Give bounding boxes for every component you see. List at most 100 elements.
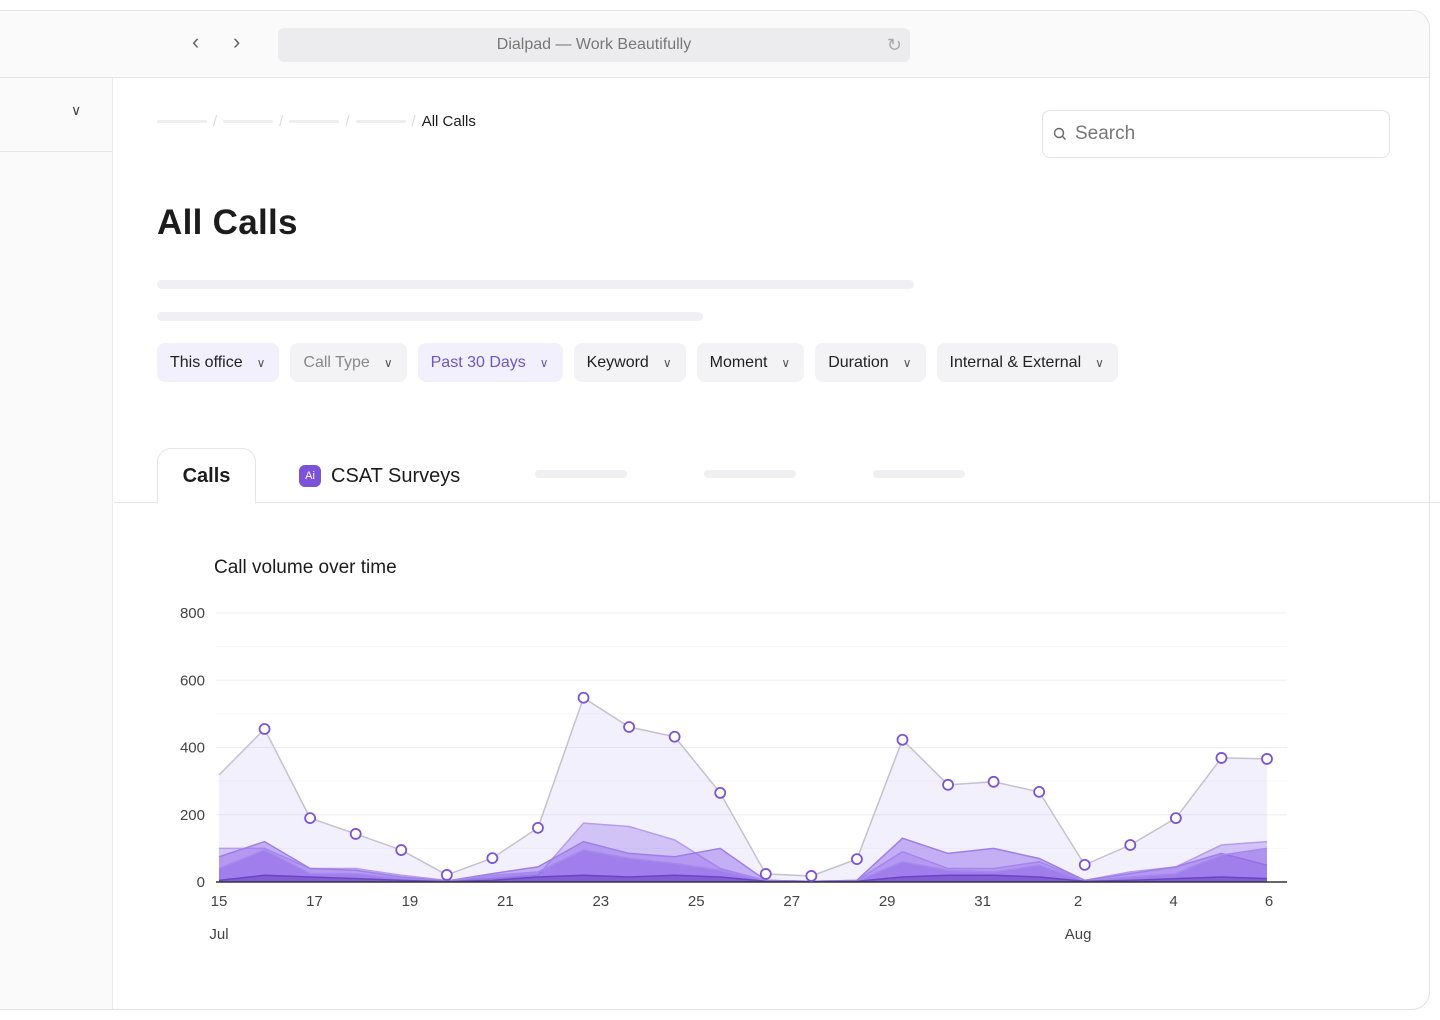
data-point (1033, 785, 1046, 798)
filter-label: Moment (709, 353, 768, 371)
filter-label: Call Type (303, 353, 370, 371)
chart-title: Call volume over time (214, 557, 397, 578)
x-tick-label: 31 (974, 893, 991, 910)
data-point (1078, 858, 1091, 871)
data-point (395, 844, 408, 856)
filter-label: Keyword (586, 353, 649, 371)
data-point (1215, 752, 1228, 764)
x-tick-label: 17 (306, 893, 323, 910)
breadcrumb-placeholder[interactable] (289, 120, 340, 123)
chevron-down-icon: ∨ (902, 355, 912, 370)
data-point (714, 786, 727, 799)
filter-office[interactable]: This office ∨ (157, 343, 280, 382)
x-tick-label: 2 (1074, 893, 1082, 910)
search-placeholder: Search (1075, 123, 1136, 144)
data-point (1261, 753, 1273, 765)
series-area-line (218, 837, 1268, 883)
x-tick-label: 21 (497, 893, 514, 910)
page-title-text: Dialpad — Work Beautifully (496, 36, 692, 53)
y-tick-label: 800 (180, 605, 205, 622)
data-point (851, 853, 863, 866)
filter-date-range[interactable]: Past 30 Days ∨ (417, 343, 563, 382)
tab-placeholder[interactable] (535, 470, 627, 478)
browser-toolbar: ‹ › Dialpad — Work Beautifully ↻ (0, 11, 1429, 78)
tab-bar: Calls Ai CSAT Surveys (114, 448, 1440, 504)
sidebar: ∨ (0, 78, 113, 1009)
tab-label: CSAT Surveys (331, 464, 461, 487)
description-placeholder (157, 280, 914, 289)
page-title: All Calls (157, 203, 298, 242)
x-tick-label: 6 (1265, 893, 1273, 910)
filter-label: Duration (828, 353, 889, 371)
y-tick-label: 200 (180, 807, 205, 824)
data-point (668, 730, 681, 743)
x-tick-label: 4 (1169, 893, 1177, 910)
breadcrumb-current: All Calls (421, 113, 476, 130)
back-button[interactable]: ‹ (192, 29, 200, 54)
data-point (577, 691, 590, 704)
chevron-down-icon: ∨ (781, 355, 791, 370)
filter-internal-external[interactable]: Internal & External ∨ (936, 343, 1118, 382)
chevron-down-icon: ∨ (539, 355, 549, 370)
series-area (219, 848, 1267, 882)
data-point (440, 869, 453, 881)
y-tick-label: 600 (180, 672, 205, 689)
tab-csat-surveys[interactable]: Ai CSAT Surveys (299, 448, 460, 504)
tab-calls[interactable]: Calls (157, 448, 256, 504)
data-point (942, 778, 954, 791)
data-point (759, 868, 772, 880)
data-point (1124, 839, 1137, 851)
filter-label: Internal & External (949, 353, 1082, 371)
reload-icon[interactable]: ↻ (886, 35, 902, 55)
series-area-line (218, 874, 1268, 883)
filter-bar: This office ∨ Call Type ∨ Past 30 Days ∨ Ke… (157, 343, 1118, 382)
data-point (805, 870, 818, 882)
tab-placeholder[interactable] (704, 470, 796, 478)
ai-badge-icon: Ai (299, 465, 321, 487)
address-bar[interactable]: Dialpad — Work Beautifully ↻ (278, 28, 910, 62)
data-point (623, 721, 635, 733)
data-point (486, 852, 499, 865)
filter-keyword[interactable]: Keyword ∨ (573, 343, 686, 382)
chevron-down-icon: ∨ (1095, 355, 1104, 370)
x-tick-label: 15 (211, 893, 228, 910)
filter-label: Past 30 Days (430, 353, 526, 371)
breadcrumb-placeholder[interactable] (355, 120, 406, 123)
filter-call-type[interactable]: Call Type ∨ (290, 343, 407, 382)
data-point (532, 821, 544, 834)
x-tick-label: 23 (592, 893, 609, 910)
x-tick-label: 27 (783, 893, 800, 910)
x-tick-label: 19 (402, 893, 419, 910)
breadcrumb: / / / / All Calls (157, 113, 476, 130)
filter-moment[interactable]: Moment ∨ (696, 343, 805, 382)
forward-button[interactable]: › (233, 29, 241, 54)
chevron-down-icon: ∨ (256, 355, 266, 370)
search-icon (1053, 127, 1066, 140)
divider (0, 151, 112, 152)
data-point (896, 733, 909, 746)
data-point (258, 723, 271, 735)
total-area-line (218, 696, 1268, 877)
filter-label: This office (170, 353, 243, 371)
y-tick-label: 0 (197, 874, 205, 891)
browser-window: ‹ › Dialpad — Work Beautifully ↻ ∨ (0, 10, 1430, 1010)
breadcrumb-placeholder[interactable] (223, 120, 274, 123)
chevron-down-icon[interactable]: ∨ (71, 102, 82, 118)
chevron-down-icon: ∨ (383, 355, 393, 370)
x-month-label: Aug (1065, 926, 1092, 943)
series-area (219, 875, 1267, 882)
total-area (219, 697, 1267, 882)
chevron-down-icon: ∨ (662, 355, 672, 370)
breadcrumb-placeholder[interactable] (157, 120, 207, 123)
description-placeholder (157, 312, 703, 321)
search-input[interactable]: Search (1042, 110, 1390, 158)
x-month-label: Jul (209, 926, 228, 943)
filter-duration[interactable]: Duration ∨ (815, 343, 926, 382)
tab-placeholder[interactable] (873, 470, 965, 478)
y-tick-label: 400 (180, 740, 205, 757)
data-point (349, 828, 362, 840)
data-point (1169, 812, 1182, 825)
data-point (304, 812, 317, 825)
data-point (987, 775, 1000, 788)
